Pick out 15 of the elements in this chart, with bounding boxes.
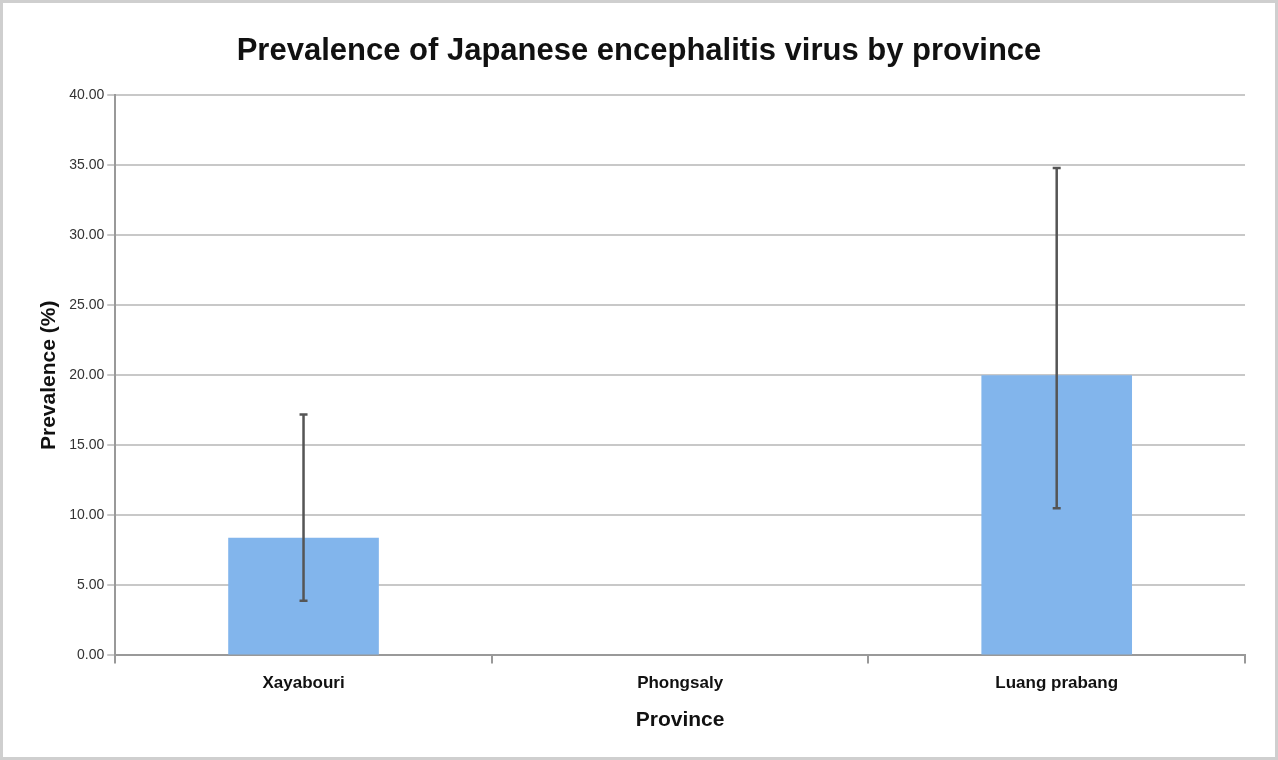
y-axis-title: Prevalence (%): [36, 300, 60, 451]
y-tick-label: 35.00: [69, 156, 105, 173]
x-tick-label: Luang prabang: [995, 673, 1119, 693]
y-tick-label: 30.00: [69, 226, 105, 243]
y-tick-label: 20.00: [69, 366, 105, 383]
y-tick-label: 5.00: [76, 576, 105, 593]
y-tick-label: 0.00: [76, 646, 105, 663]
y-tick-label: 25.00: [69, 296, 105, 313]
chart-title: Prevalence of Japanese encephalitis virus by province: [236, 32, 1042, 68]
y-tick-label: 10.00: [69, 506, 105, 523]
y-tick-label: 40.00: [69, 86, 105, 103]
y-tick-label: 15.00: [69, 436, 105, 453]
x-tick-label: Phongsaly: [637, 673, 724, 693]
x-axis-title: Province: [635, 707, 725, 731]
x-tick-label: Xayabouri: [262, 673, 345, 693]
